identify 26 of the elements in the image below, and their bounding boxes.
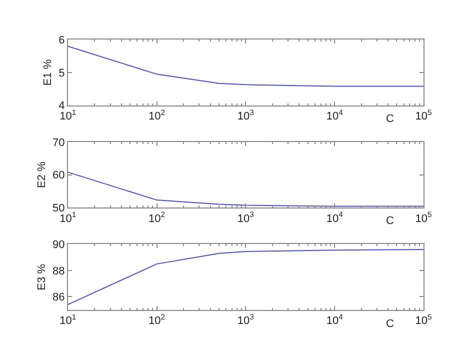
x-tick-label: 10$^{4}$ [326, 312, 344, 328]
x-tick-label: 10$^{1}$ [60, 312, 76, 328]
x-tick-label: 10$^{5}$ [415, 108, 432, 123]
y-axis-title: E3 % [36, 264, 48, 290]
x-tick-label: 10$^{2}$ [148, 210, 166, 225]
y-tick-label: 5 [58, 67, 65, 80]
x-tick-label: 10$^{3}$ [237, 312, 254, 328]
y-tick-label: 70 [52, 136, 65, 149]
y-tick-label: 86 [52, 292, 65, 304]
x-tick-label: 10$^{2}$ [148, 108, 166, 123]
x-axis-title: C [386, 113, 394, 125]
x-tick-label: 10$^{4}$ [326, 210, 344, 225]
y-axis-title: E2 % [36, 161, 48, 188]
y-axis-title: E1 % [42, 59, 54, 86]
y-tick-label: 88 [52, 265, 65, 278]
y-tick-label: 90 [52, 239, 65, 252]
x-tick-label: 10$^{2}$ [148, 312, 166, 328]
x-axis-title: C [386, 215, 394, 227]
x-axis-title: C [386, 318, 394, 330]
x-tick-label: 10$^{5}$ [415, 312, 432, 328]
x-tick-label: 10$^{3}$ [237, 108, 254, 123]
y-tick-label: 6 [58, 34, 65, 47]
x-tick-label: 10$^{4}$ [326, 108, 344, 123]
y-tick-label: 60 [52, 170, 65, 182]
x-tick-label: 10$^{3}$ [237, 210, 254, 225]
x-tick-label: 10$^{5}$ [415, 210, 432, 225]
